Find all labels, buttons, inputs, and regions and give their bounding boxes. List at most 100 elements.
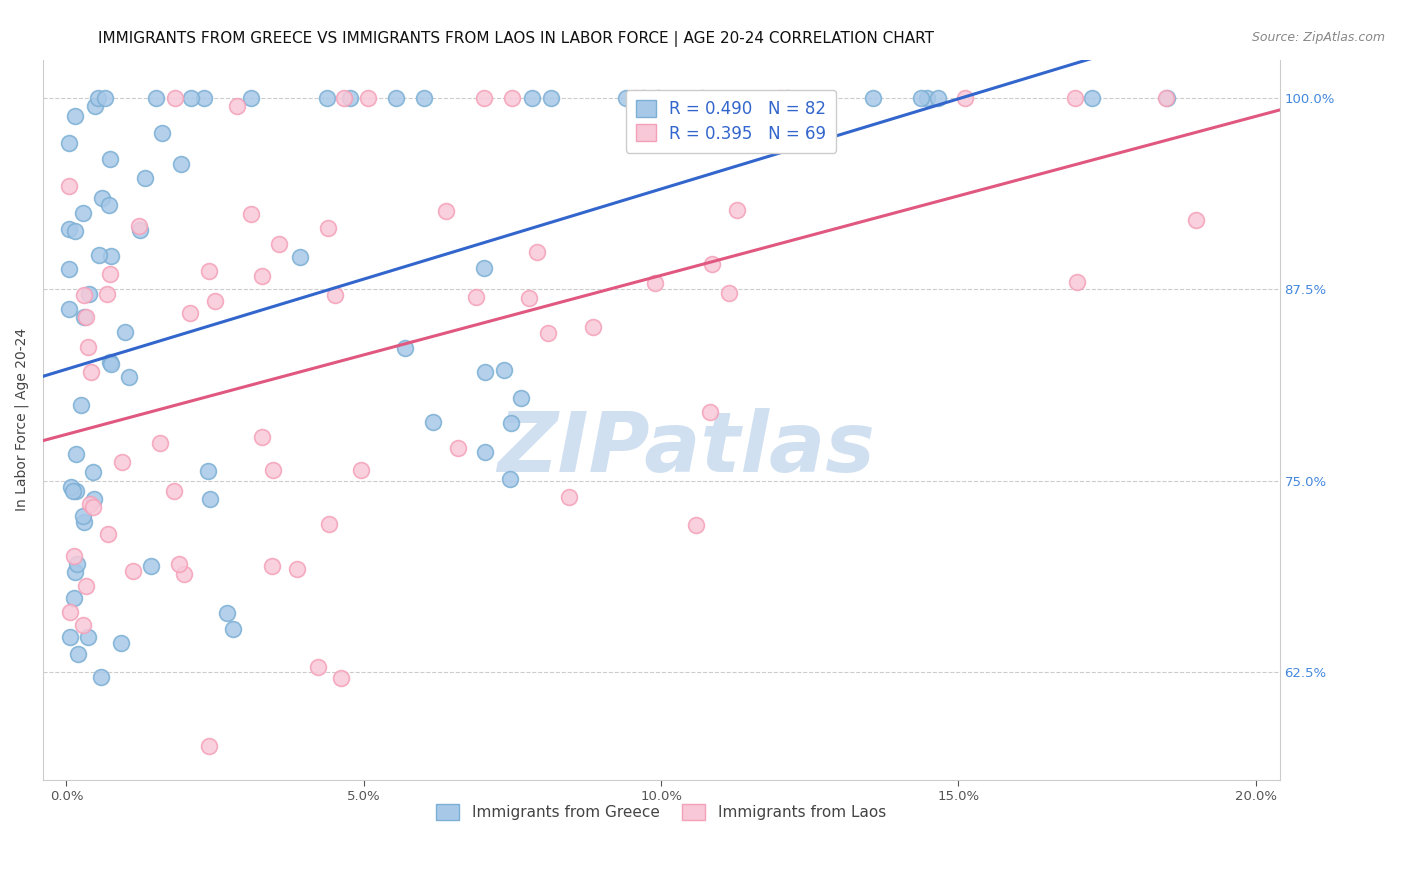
Point: [98, 198, 121, 212]
Point: [474, 365, 496, 379]
Point: [66, 647, 89, 661]
Point: [499, 472, 522, 486]
Point: [927, 91, 949, 105]
Point: [215, 606, 238, 620]
Point: [614, 91, 637, 105]
Point: [73, 288, 96, 302]
Point: [287, 562, 309, 576]
Point: [685, 518, 707, 533]
Point: [77, 287, 100, 301]
Point: [84, 98, 107, 112]
Point: [134, 170, 156, 185]
Point: [75, 310, 97, 325]
Point: [72, 509, 94, 524]
Point: [474, 445, 496, 459]
Point: [434, 203, 457, 218]
Point: [953, 91, 976, 105]
Point: [149, 436, 172, 450]
Point: [492, 362, 515, 376]
Point: [225, 98, 247, 112]
Point: [472, 91, 495, 105]
Point: [412, 91, 434, 105]
Point: [501, 416, 523, 430]
Point: [180, 91, 202, 105]
Point: [73, 515, 96, 529]
Point: [62, 483, 84, 498]
Point: [197, 464, 219, 478]
Point: [65, 483, 87, 498]
Point: [90, 191, 112, 205]
Point: [699, 405, 721, 419]
Point: [307, 660, 329, 674]
Point: [82, 500, 104, 514]
Point: [110, 636, 132, 650]
Point: [394, 341, 416, 355]
Point: [72, 206, 94, 220]
Point: [1185, 213, 1208, 227]
Point: [98, 152, 121, 166]
Point: [536, 326, 558, 341]
Point: [128, 219, 150, 233]
Point: [329, 671, 352, 685]
Point: [58, 222, 80, 236]
Point: [111, 455, 134, 469]
Point: [163, 91, 186, 105]
Point: [501, 91, 523, 105]
Point: [197, 264, 219, 278]
Point: [79, 497, 101, 511]
Point: [222, 622, 245, 636]
Point: [862, 91, 884, 105]
Point: [204, 293, 226, 308]
Point: [75, 579, 97, 593]
Point: [422, 415, 444, 429]
Text: Source: ZipAtlas.com: Source: ZipAtlas.com: [1251, 31, 1385, 45]
Point: [520, 91, 543, 105]
Point: [179, 306, 201, 320]
Point: [250, 430, 273, 444]
Point: [690, 91, 713, 105]
Point: [90, 670, 112, 684]
Point: [1081, 91, 1104, 105]
Point: [94, 91, 117, 105]
Point: [58, 136, 80, 151]
Point: [333, 91, 356, 105]
Point: [526, 245, 548, 260]
Point: [87, 248, 110, 262]
Point: [1066, 275, 1088, 289]
Point: [62, 591, 84, 605]
Point: [290, 250, 312, 264]
Point: [150, 126, 173, 140]
Point: [316, 91, 339, 105]
Point: [69, 398, 91, 412]
Point: [644, 276, 666, 290]
Point: [262, 559, 284, 574]
Point: [118, 370, 141, 384]
Point: [198, 491, 221, 506]
Point: [250, 268, 273, 283]
Point: [58, 301, 80, 316]
Point: [66, 558, 89, 572]
Point: [97, 527, 120, 541]
Point: [624, 91, 647, 105]
Point: [472, 260, 495, 275]
Point: [915, 91, 938, 105]
Point: [631, 91, 654, 105]
Point: [63, 549, 86, 564]
Point: [80, 365, 103, 379]
Point: [58, 261, 80, 276]
Point: [63, 566, 86, 580]
Point: [141, 558, 163, 573]
Point: [63, 109, 86, 123]
Point: [98, 355, 121, 369]
Point: [100, 249, 122, 263]
Text: ZIPatlas: ZIPatlas: [496, 408, 875, 489]
Point: [193, 91, 215, 105]
Point: [262, 463, 284, 477]
Point: [60, 480, 83, 494]
Point: [96, 287, 118, 301]
Point: [163, 484, 186, 499]
Point: [100, 357, 122, 371]
Point: [517, 291, 540, 305]
Point: [65, 447, 87, 461]
Point: [318, 516, 340, 531]
